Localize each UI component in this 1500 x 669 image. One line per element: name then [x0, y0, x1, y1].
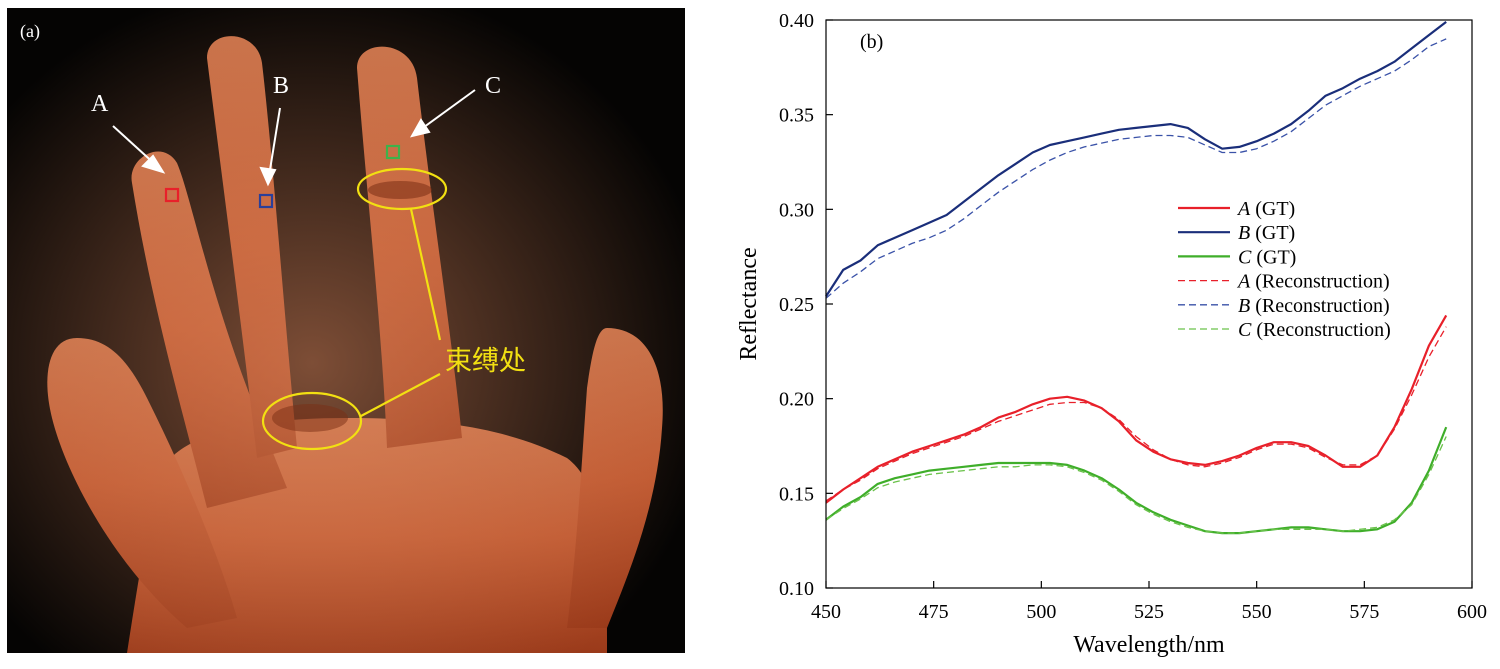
leader-line-lower — [360, 373, 441, 417]
photo-panel-label: (a) — [20, 21, 40, 42]
arrow-b — [268, 107, 281, 177]
marker-c-square — [385, 144, 401, 160]
legend-entry: C (GT) — [1238, 246, 1296, 268]
chart-panel-label: (b) — [860, 31, 883, 53]
y-tick-label: 0.40 — [779, 10, 814, 32]
constriction-annotations — [261, 167, 448, 451]
legend-entry: A (GT) — [1236, 198, 1295, 220]
arrow-c-head — [410, 118, 431, 138]
x-tick-label: 575 — [1349, 601, 1379, 623]
arrow-b-head — [259, 166, 277, 187]
x-tick-label: 600 — [1457, 601, 1487, 623]
marker-c-label: C — [485, 73, 501, 99]
x-tick-label: 450 — [811, 601, 841, 623]
marker-b-square — [258, 193, 274, 209]
series-line-c-gt — [825, 426, 1448, 535]
x-tick-label: 550 — [1242, 601, 1272, 623]
x-axis-ticks: 450 475 500 525 550 575 600 — [811, 581, 1487, 623]
x-tick-label: 525 — [1134, 601, 1164, 623]
y-axis-label: Reflectance — [736, 247, 762, 360]
y-tick-label: 0.30 — [779, 199, 814, 221]
arrow-a-head — [141, 154, 166, 174]
legend-entry-letter: B — [1238, 222, 1250, 244]
arrow-c — [419, 89, 476, 131]
series-line-a-gt — [825, 314, 1448, 504]
series-line-c-reconstruction — [825, 436, 1447, 534]
marker-a-label: A — [91, 91, 109, 117]
series-lines — [825, 21, 1448, 535]
legend: A (GT)B (GT)C (GT)A (Reconstruction)B (R… — [1178, 198, 1391, 341]
x-tick-label: 475 — [919, 601, 949, 623]
y-tick-label: 0.25 — [779, 294, 814, 316]
reflectance-chart-panel: 450 475 500 525 550 575 600 0.10 0.15 0.20 0.25 0.… — [700, 0, 1500, 664]
legend-entry: A (Reconstruction) — [1236, 271, 1390, 293]
hand-silhouette — [7, 8, 685, 653]
constriction-ellipse-ring-finger — [356, 167, 448, 211]
y-axis-ticks: 0.10 0.15 0.20 0.25 0.30 0.35 0.40 — [779, 10, 833, 600]
x-tick-label: 500 — [1026, 601, 1056, 623]
legend-entry-suffix: (GT) — [1250, 198, 1295, 220]
marker-b-label: B — [273, 73, 289, 99]
legend-entry-letter: A — [1236, 198, 1251, 220]
legend-entry-letter: C — [1238, 319, 1252, 341]
y-tick-label: 0.35 — [779, 105, 814, 127]
series-line-b-gt — [825, 21, 1447, 297]
leader-line-upper — [409, 208, 442, 341]
marker-a-square — [164, 187, 180, 203]
legend-entry-suffix: (Reconstruction) — [1250, 271, 1389, 293]
legend-entry: B (Reconstruction) — [1238, 295, 1390, 317]
y-tick-label: 0.20 — [779, 389, 814, 411]
legend-entry-suffix: (Reconstruction) — [1250, 295, 1389, 317]
legend-entry-letter: C — [1238, 246, 1252, 268]
series-line-b-reconstruction — [825, 38, 1447, 299]
legend-entry-suffix: (GT) — [1251, 246, 1296, 268]
hand-photo: (a) A B C 束缚处 — [7, 8, 685, 653]
constriction-ellipse-middle-finger — [261, 391, 363, 451]
x-axis-label: Wavelength/nm — [1073, 632, 1225, 658]
legend-entry-suffix: (Reconstruction) — [1251, 319, 1390, 341]
hand-photo-panel: (a) A B C 束缚处 — [7, 8, 685, 653]
y-tick-label: 0.10 — [779, 578, 814, 600]
legend-entry-letter: A — [1236, 271, 1251, 293]
constriction-label: 束缚处 — [445, 346, 526, 376]
legend-entry-suffix: (GT) — [1250, 222, 1295, 244]
legend-entry: C (Reconstruction) — [1238, 319, 1391, 341]
legend-entry: B (GT) — [1238, 222, 1295, 244]
series-line-a-reconstruction — [825, 326, 1447, 502]
pointer-arrows — [112, 89, 476, 187]
reflectance-chart: 450 475 500 525 550 575 600 0.100.150.200.250.… — [736, 10, 1487, 658]
legend-entry-letter: B — [1238, 295, 1250, 317]
y-tick-label: 0.15 — [779, 483, 814, 505]
